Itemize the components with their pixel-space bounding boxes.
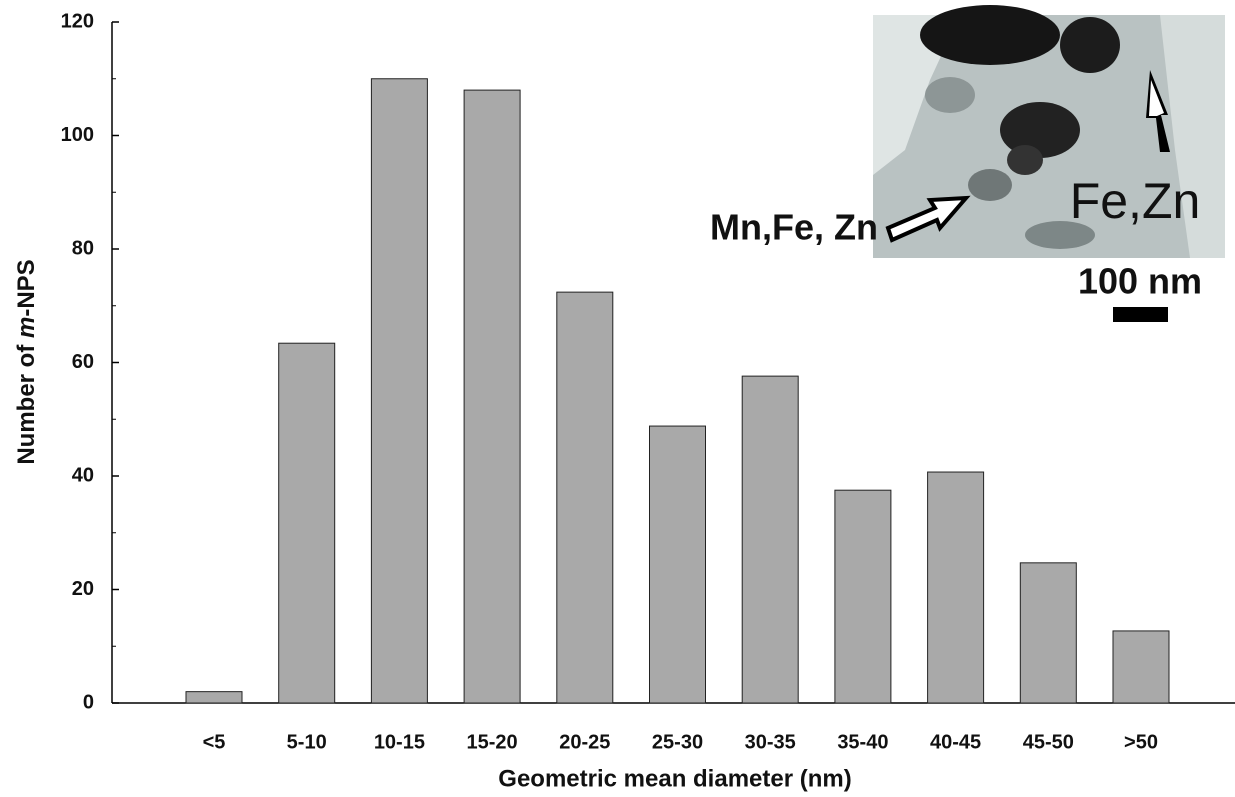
bar bbox=[186, 692, 242, 703]
x-tick-label: 25-30 bbox=[652, 731, 703, 753]
annotation: Fe,Zn bbox=[1070, 173, 1201, 229]
x-axis-label: Geometric mean diameter (nm) bbox=[498, 765, 851, 792]
y-tick-label: 40 bbox=[72, 464, 94, 486]
chart: Geometric mean diameter (nm) Number of m… bbox=[0, 0, 1235, 797]
y-tick-label: 0 bbox=[83, 691, 94, 713]
y-axis-label-part: m bbox=[13, 317, 40, 338]
y-tick-label: 20 bbox=[72, 578, 94, 600]
bar bbox=[650, 426, 706, 703]
y-axis-label: Number of m-NPS bbox=[13, 259, 40, 464]
x-tick-label: 5-10 bbox=[287, 731, 327, 753]
bar bbox=[279, 343, 335, 703]
bar bbox=[928, 472, 984, 703]
x-tick-label: 30-35 bbox=[745, 731, 796, 753]
bar bbox=[1113, 631, 1169, 703]
x-tick-label: 45-50 bbox=[1023, 731, 1074, 753]
bar bbox=[835, 490, 891, 703]
x-tick-label: >50 bbox=[1124, 731, 1158, 753]
x-tick-label: 10-15 bbox=[374, 731, 425, 753]
bar bbox=[1020, 563, 1076, 703]
bar bbox=[742, 376, 798, 703]
x-tick-label: 40-45 bbox=[930, 731, 981, 753]
y-tick-label: 100 bbox=[61, 124, 94, 146]
x-tick-label: 20-25 bbox=[559, 731, 610, 753]
y-axis-label-part: -NPS bbox=[13, 259, 40, 316]
bar bbox=[464, 90, 520, 703]
x-tick-label: <5 bbox=[203, 731, 226, 753]
bar bbox=[557, 292, 613, 703]
y-tick-label: 60 bbox=[72, 351, 94, 373]
annotation: 100 nm bbox=[1078, 261, 1202, 302]
y-axis-label-part: Number of bbox=[13, 338, 40, 465]
y-tick-label: 80 bbox=[72, 237, 94, 259]
bar bbox=[371, 79, 427, 703]
x-tick-label: 35-40 bbox=[837, 731, 888, 753]
annotation: Mn,Fe, Zn bbox=[710, 207, 878, 248]
y-tick-label: 120 bbox=[61, 10, 94, 32]
x-tick-label: 15-20 bbox=[467, 731, 518, 753]
